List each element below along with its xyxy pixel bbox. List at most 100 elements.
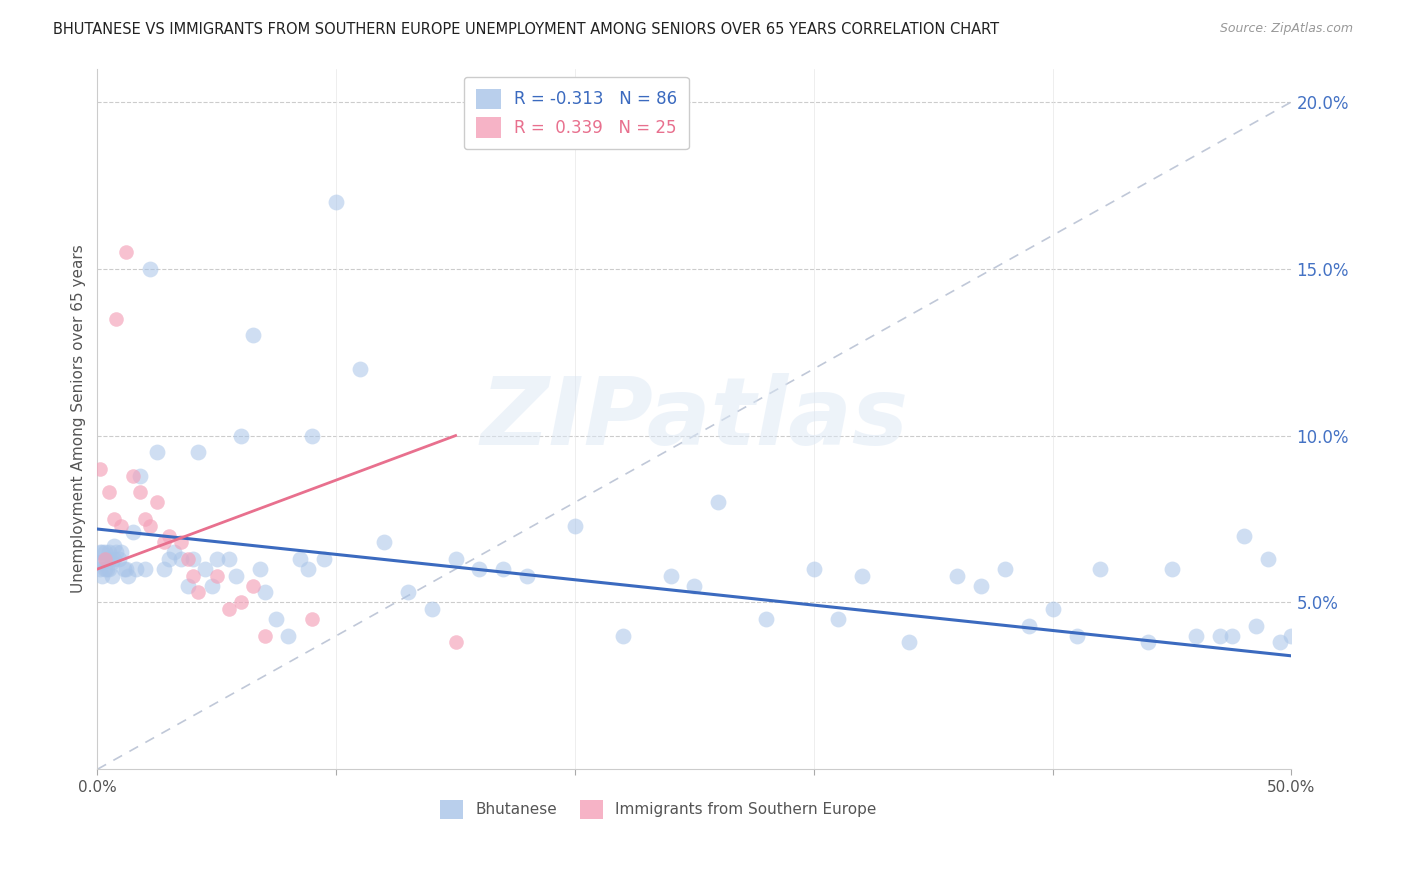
Bhutanese [1268, 635, 1291, 649]
Bhutanese [117, 568, 139, 582]
Y-axis label: Unemployment Among Seniors over 65 years: Unemployment Among Seniors over 65 years [72, 244, 86, 593]
Bhutanese [181, 552, 204, 566]
Bhutanese [177, 579, 200, 593]
Bhutanese [170, 552, 193, 566]
Bhutanese [89, 555, 111, 569]
Immigrants from Southern Europe [89, 462, 111, 476]
Bhutanese [134, 562, 156, 576]
Bhutanese [93, 562, 115, 576]
Bhutanese [827, 612, 849, 626]
Bhutanese [612, 629, 634, 643]
Bhutanese [898, 635, 921, 649]
Bhutanese [803, 562, 825, 576]
Bhutanese [420, 602, 443, 616]
Bhutanese [444, 552, 467, 566]
Bhutanese [115, 562, 138, 576]
Bhutanese [492, 562, 515, 576]
Immigrants from Southern Europe [253, 629, 276, 643]
Bhutanese [100, 555, 122, 569]
Bhutanese [564, 518, 586, 533]
Bhutanese [314, 552, 336, 566]
Immigrants from Southern Europe [110, 518, 132, 533]
Bhutanese [98, 545, 121, 559]
Immigrants from Southern Europe [105, 311, 128, 326]
Bhutanese [1185, 629, 1208, 643]
Bhutanese [187, 445, 209, 459]
Bhutanese [1090, 562, 1112, 576]
Immigrants from Southern Europe [205, 568, 228, 582]
Bhutanese [153, 562, 176, 576]
Immigrants from Southern Europe [181, 568, 204, 582]
Immigrants from Southern Europe [134, 512, 156, 526]
Immigrants from Southern Europe [157, 529, 180, 543]
Text: ZIPatlas: ZIPatlas [481, 373, 908, 465]
Immigrants from Southern Europe [129, 485, 152, 500]
Immigrants from Southern Europe [177, 552, 200, 566]
Immigrants from Southern Europe [115, 245, 138, 260]
Bhutanese [707, 495, 730, 509]
Bhutanese [89, 545, 111, 559]
Bhutanese [277, 629, 299, 643]
Bhutanese [98, 562, 121, 576]
Bhutanese [946, 568, 969, 582]
Immigrants from Southern Europe [103, 512, 125, 526]
Bhutanese [105, 545, 128, 559]
Bhutanese [1042, 602, 1064, 616]
Legend: Bhutanese, Immigrants from Southern Europe: Bhutanese, Immigrants from Southern Euro… [434, 794, 883, 825]
Bhutanese [201, 579, 224, 593]
Bhutanese [249, 562, 271, 576]
Immigrants from Southern Europe [301, 612, 323, 626]
Bhutanese [266, 612, 288, 626]
Immigrants from Southern Europe [139, 518, 162, 533]
Bhutanese [96, 552, 118, 566]
Bhutanese [96, 562, 118, 576]
Text: Source: ZipAtlas.com: Source: ZipAtlas.com [1219, 22, 1353, 36]
Bhutanese [163, 545, 186, 559]
Bhutanese [157, 552, 180, 566]
Bhutanese [146, 445, 169, 459]
Bhutanese [1244, 619, 1267, 633]
Bhutanese [110, 545, 132, 559]
Bhutanese [290, 552, 312, 566]
Bhutanese [100, 568, 122, 582]
Bhutanese [1066, 629, 1088, 643]
Bhutanese [1209, 629, 1232, 643]
Immigrants from Southern Europe [98, 485, 121, 500]
Bhutanese [851, 568, 873, 582]
Immigrants from Southern Europe [187, 585, 209, 599]
Immigrants from Southern Europe [218, 602, 240, 616]
Bhutanese [468, 562, 491, 576]
Bhutanese [1257, 552, 1279, 566]
Bhutanese [91, 555, 114, 569]
Bhutanese [218, 552, 240, 566]
Bhutanese [91, 545, 114, 559]
Bhutanese [242, 328, 264, 343]
Bhutanese [229, 428, 252, 442]
Immigrants from Southern Europe [242, 579, 264, 593]
Bhutanese [1233, 529, 1256, 543]
Bhutanese [91, 568, 114, 582]
Immigrants from Southern Europe [93, 552, 115, 566]
Bhutanese [659, 568, 682, 582]
Bhutanese [1161, 562, 1184, 576]
Bhutanese [225, 568, 247, 582]
Immigrants from Southern Europe [153, 535, 176, 549]
Bhutanese [970, 579, 993, 593]
Immigrants from Southern Europe [146, 495, 169, 509]
Immigrants from Southern Europe [229, 595, 252, 609]
Bhutanese [683, 579, 706, 593]
Bhutanese [103, 552, 125, 566]
Bhutanese [1018, 619, 1040, 633]
Immigrants from Southern Europe [170, 535, 193, 549]
Text: BHUTANESE VS IMMIGRANTS FROM SOUTHERN EUROPE UNEMPLOYMENT AMONG SENIORS OVER 65 : BHUTANESE VS IMMIGRANTS FROM SOUTHERN EU… [53, 22, 1000, 37]
Bhutanese [129, 468, 152, 483]
Bhutanese [122, 525, 145, 540]
Bhutanese [124, 562, 146, 576]
Bhutanese [93, 545, 115, 559]
Immigrants from Southern Europe [444, 635, 467, 649]
Immigrants from Southern Europe [122, 468, 145, 483]
Bhutanese [396, 585, 419, 599]
Bhutanese [205, 552, 228, 566]
Bhutanese [994, 562, 1017, 576]
Bhutanese [253, 585, 276, 599]
